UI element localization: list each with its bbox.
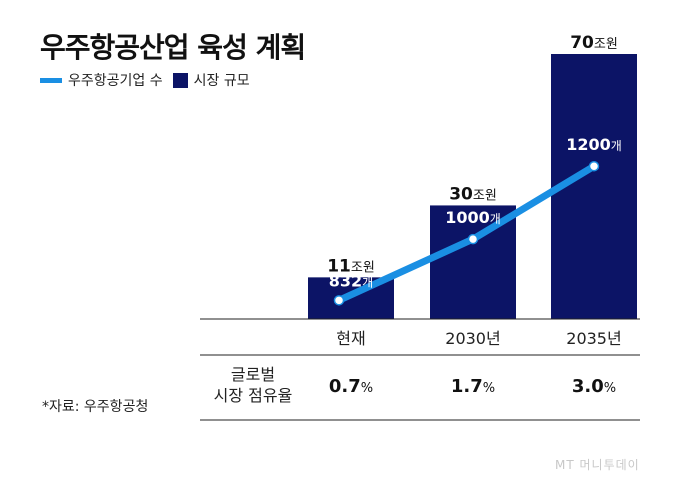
bar-value-label-1: 30조원 <box>449 184 497 204</box>
bar-value-label-0: 11조원 <box>327 256 375 276</box>
share-row-label-line2: 시장 점유율 <box>214 386 293 405</box>
category-label-0: 현재 <box>336 329 365 348</box>
chart-title: 우주항공산업 육성 계획 <box>40 31 306 64</box>
companies-point-0 <box>333 295 345 306</box>
legend-label-companies: 우주항공기업 수 <box>68 73 163 89</box>
companies-value-label-1: 1000개 <box>445 208 501 227</box>
bar-value-label-2: 70조원 <box>570 33 618 53</box>
category-label-1: 2030년 <box>445 329 500 348</box>
companies-value-label-0: 832개 <box>329 271 373 290</box>
legend-line-swatch <box>40 77 62 83</box>
source-note: *자료: 우주항공청 <box>42 399 149 415</box>
share-value-0: 0.7% <box>329 376 373 397</box>
legend: 우주항공기업 수 시장 규모 <box>40 70 250 90</box>
share-value-2: 3.0% <box>572 376 616 397</box>
category-label-2: 2035년 <box>566 329 621 348</box>
share-value-1: 1.7% <box>451 376 495 397</box>
companies-point-1 <box>467 233 479 245</box>
companies-point-2 <box>588 160 600 172</box>
share-row-label-line1: 글로벌 <box>231 365 275 384</box>
companies-value-label-2: 1200개 <box>566 135 622 154</box>
legend-bar-swatch <box>172 72 188 88</box>
legend-label-market: 시장 규모 <box>193 73 250 89</box>
watermark: MT 머니투데이 <box>555 458 640 472</box>
